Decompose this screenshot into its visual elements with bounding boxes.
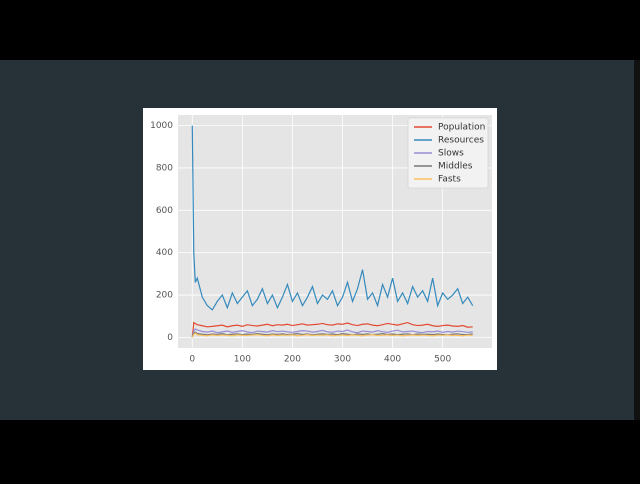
x-tick-label: 100 bbox=[234, 355, 251, 365]
legend-label: Resources bbox=[438, 136, 484, 146]
y-tick-label: 200 bbox=[156, 291, 173, 301]
legend-box bbox=[407, 117, 489, 189]
x-tick-label: 200 bbox=[284, 355, 301, 365]
series-line bbox=[191, 125, 474, 311]
series-line bbox=[191, 332, 473, 338]
legend-label: Slows bbox=[438, 149, 464, 159]
x-tick-label: 0 bbox=[189, 355, 195, 365]
x-tick-label: 400 bbox=[384, 355, 401, 365]
y-tick-label: 800 bbox=[156, 163, 173, 173]
x-tick-label: 300 bbox=[334, 355, 351, 365]
legend-label: Population bbox=[438, 123, 485, 133]
y-tick-label: 400 bbox=[156, 248, 173, 258]
legend-label: Fasts bbox=[438, 175, 461, 185]
x-tick-label: 500 bbox=[434, 355, 451, 365]
edge-strip bbox=[634, 60, 640, 420]
legend-label: Middles bbox=[438, 162, 473, 172]
series-line bbox=[191, 321, 473, 338]
series-line bbox=[191, 328, 473, 338]
y-tick-label: 0 bbox=[167, 333, 173, 343]
y-tick-label: 600 bbox=[156, 206, 173, 216]
y-tick-label: 1000 bbox=[150, 121, 173, 131]
